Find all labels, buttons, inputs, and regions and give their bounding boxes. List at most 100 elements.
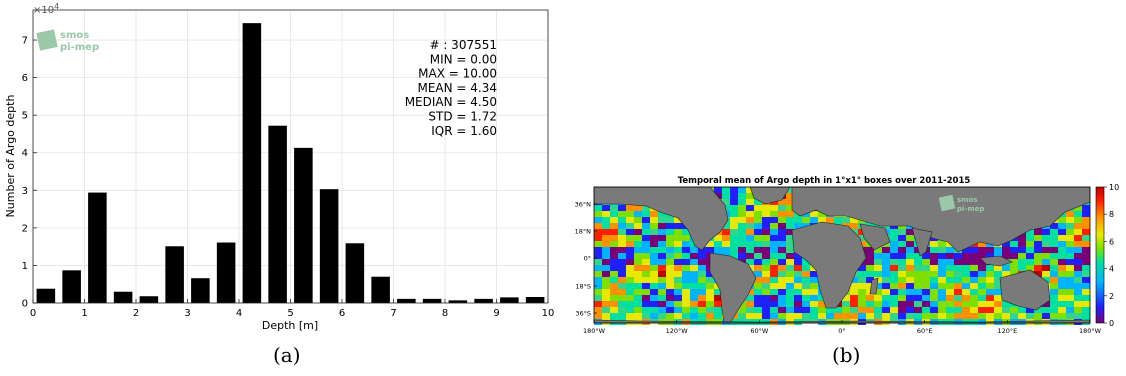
ocean-cell: [778, 277, 786, 283]
ocean-cell: [962, 277, 970, 283]
bar: [36, 288, 56, 303]
ocean-cell: [1058, 313, 1066, 319]
ocean-cell: [674, 229, 682, 235]
ocean-cell: [642, 289, 650, 295]
ocean-cell: [906, 259, 914, 265]
ocean-cell: [866, 265, 874, 271]
ocean-cell: [594, 253, 602, 259]
bar: [62, 270, 81, 303]
ocean-cell: [978, 253, 986, 259]
ocean-cell: [682, 307, 690, 313]
ocean-cell: [1018, 253, 1026, 259]
ocean-cell: [610, 223, 618, 229]
ocean-cell: [610, 217, 618, 223]
ocean-cell: [730, 205, 738, 211]
map-y-tick-label: 36°S: [575, 310, 591, 318]
ocean-cell: [618, 253, 626, 259]
ocean-cell: [770, 211, 778, 217]
y-tick-label: 6: [22, 73, 28, 84]
ocean-cell: [610, 313, 618, 319]
ocean-cell: [666, 223, 674, 229]
ocean-cell: [594, 217, 602, 223]
ocean-cell: [602, 235, 610, 241]
ocean-cell: [754, 271, 762, 277]
ocean-cell: [874, 283, 882, 289]
ocean-cell: [642, 295, 650, 301]
ocean-cell: [778, 313, 786, 319]
ocean-cell: [610, 271, 618, 277]
ocean-cell: [946, 253, 954, 259]
ocean-cell: [690, 247, 698, 253]
ocean-cell: [642, 259, 650, 265]
ocean-cell: [602, 289, 610, 295]
ocean-cell: [714, 235, 722, 241]
map-x-tick-label: 120°E: [997, 327, 1017, 335]
ocean-cell: [778, 289, 786, 295]
ocean-cell: [826, 307, 834, 313]
ocean-cell: [778, 253, 786, 259]
ocean-cell: [778, 241, 786, 247]
map-y-tick-label: 18°N: [575, 228, 592, 236]
ocean-cell: [866, 313, 874, 319]
ocean-cell: [746, 241, 754, 247]
ocean-cell: [754, 229, 762, 235]
ocean-cell: [882, 271, 890, 277]
ocean-cell: [1050, 253, 1058, 259]
ocean-cell: [682, 229, 690, 235]
ocean-cell: [1026, 259, 1034, 265]
ocean-cell: [602, 247, 610, 253]
ocean-cell: [674, 247, 682, 253]
ocean-cell: [818, 295, 826, 301]
ocean-cell: [1066, 307, 1074, 313]
ocean-cell: [914, 277, 922, 283]
ocean-cell: [882, 301, 890, 307]
ocean-cell: [802, 295, 810, 301]
ocean-cell: [866, 283, 874, 289]
ocean-cell: [994, 313, 1002, 319]
ocean-cell: [1074, 295, 1082, 301]
ocean-cell: [690, 289, 698, 295]
x-ticks: 0 1 2 3 4 5 6 7 8 9 10: [30, 299, 554, 319]
ocean-cell: [794, 223, 802, 229]
ocean-cell: [922, 253, 930, 259]
ocean-cell: [602, 301, 610, 307]
australia: [999, 269, 1051, 311]
ocean-cell: [1082, 253, 1090, 259]
ocean-cell: [986, 253, 994, 259]
ocean-cell: [922, 301, 930, 307]
ocean-cell: [762, 313, 770, 319]
ocean-cell: [1074, 253, 1082, 259]
ocean-cell: [890, 235, 898, 241]
ocean-cell: [634, 247, 642, 253]
ocean-cell: [618, 277, 626, 283]
ocean-cell: [778, 235, 786, 241]
map-logo-mark: [938, 194, 956, 212]
ocean-cell: [650, 253, 658, 259]
ocean-cell: [898, 283, 906, 289]
ocean-cell: [1058, 277, 1066, 283]
ocean-cell: [962, 301, 970, 307]
ocean-cell: [778, 265, 786, 271]
ocean-cell: [1018, 313, 1026, 319]
ocean-cell: [930, 307, 938, 313]
ocean-cell: [650, 313, 658, 319]
ocean-cell: [594, 211, 602, 217]
ocean-cell: [802, 265, 810, 271]
ocean-cell: [626, 235, 634, 241]
ocean-cell: [1042, 307, 1050, 313]
ocean-cell: [874, 253, 882, 259]
ocean-cell: [650, 271, 658, 277]
ocean-cell: [1074, 229, 1082, 235]
ocean-cell: [970, 307, 978, 313]
ocean-cell: [666, 271, 674, 277]
ocean-cell: [794, 217, 802, 223]
ocean-cell: [1082, 211, 1090, 217]
x-tick-label: 0: [30, 308, 36, 319]
ocean-cell: [1058, 235, 1066, 241]
ocean-cell: [730, 199, 738, 205]
ocean-cell: [954, 265, 962, 271]
ocean-cell: [634, 289, 642, 295]
ocean-cell: [706, 247, 714, 253]
ocean-cell: [922, 277, 930, 283]
ocean-cell: [722, 205, 730, 211]
